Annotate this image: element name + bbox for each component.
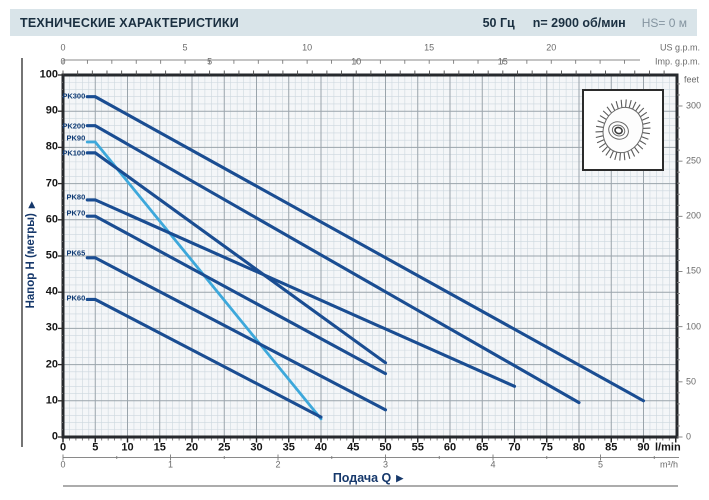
y-axis-arrow-icon: ▶ (25, 201, 36, 209)
y-axis-tick-label: 0 (51, 430, 58, 443)
m3h-tick-label: 5 (597, 459, 604, 469)
x-axis-tick-label: 45 (347, 441, 360, 454)
m3h-tick-label: 3 (382, 459, 389, 469)
frequency-value: 50 Гц (482, 15, 515, 30)
x-axis-tick-label: 85 (605, 441, 618, 454)
impeller-icon (582, 89, 664, 171)
x-axis-tick-label: 30 (250, 441, 263, 454)
x-axis-tick-label: 55 (411, 441, 424, 454)
x-axis-tick-label: 20 (185, 441, 199, 454)
feet-tick-label: 250 (686, 155, 702, 166)
us-gpm-tick-label: 20 (546, 42, 557, 53)
m3h-unit-label: m³/h (660, 459, 678, 469)
imp-gpm-unit-label: Imp. g.p.m. (654, 56, 700, 67)
y-axis-tick-label: 50 (45, 249, 58, 262)
imp-gpm-tick-label: 15 (497, 56, 508, 67)
m3h-tick-label: 4 (490, 459, 496, 469)
x-axis-title-text: Подача Q (332, 471, 392, 485)
speed-value: n= 2900 об/мин (532, 15, 626, 30)
m3h-tick-label: 0 (60, 459, 66, 469)
x-axis-tick-label: 0 (59, 441, 67, 454)
x-axis-tick-label: 90 (637, 441, 650, 454)
x-axis-unit-label: l/min (655, 441, 681, 454)
feet-tick-label: 300 (686, 100, 702, 111)
x-axis-tick-label: 50 (379, 441, 392, 454)
x-axis-tick-label: 15 (153, 441, 166, 454)
m3h-tick-label: 2 (275, 459, 281, 469)
imp-gpm-tick-label: 5 (207, 56, 213, 67)
imp-gpm-tick-label: 0 (60, 56, 66, 67)
y-axis-tick-label: 90 (45, 104, 58, 117)
y-axis-tick-label: 80 (45, 140, 58, 153)
series-label: PK100 (62, 148, 86, 158)
y-axis-tick-label: 30 (45, 321, 58, 334)
suction-head-value: HS= 0 м (641, 15, 687, 30)
y-axis-tick-label: 70 (45, 177, 58, 190)
x-axis-tick-label: 70 (508, 441, 521, 454)
x-axis-tick-label: 5 (92, 441, 99, 454)
feet-tick-label: 0 (686, 431, 692, 442)
x-axis-tick-label: 65 (476, 441, 489, 454)
x-axis-title: Подача Q ▶ (333, 471, 403, 485)
x-axis-tick-label: 10 (121, 441, 134, 454)
series-label: PK65 (66, 248, 86, 258)
us-gpm-tick-label: 15 (424, 42, 435, 53)
us-gpm-tick-label: 10 (302, 42, 313, 53)
us-gpm-tick-label: 0 (60, 42, 66, 53)
series-label: PK200 (62, 120, 86, 130)
y-axis-title: Напор H (метры) ▶ (25, 202, 37, 309)
x-axis-tick-label: 35 (282, 441, 295, 454)
series-label: PK80 (66, 192, 86, 202)
m3h-tick-label: 1 (167, 459, 174, 469)
feet-tick-label: 150 (686, 265, 702, 276)
feet-tick-label: 100 (686, 321, 702, 332)
y-axis-tick-label: 20 (45, 358, 58, 371)
feet-tick-label: 50 (686, 376, 697, 387)
x-axis-tick-label: 60 (443, 441, 457, 454)
x-axis-tick-label: 75 (540, 441, 553, 454)
x-axis-tick-label: 25 (218, 441, 231, 454)
y-axis-tick-label: 60 (45, 213, 58, 226)
series-label: PK90 (66, 133, 86, 143)
y-axis-tick-label: 10 (45, 394, 58, 407)
feet-tick-label: 200 (686, 210, 702, 221)
us-gpm-tick-label: 5 (182, 42, 188, 53)
y-axis-tick-label: 40 (45, 285, 58, 298)
feet-unit-label: feet (684, 74, 700, 85)
page-title: ТЕХНИЧЕСКИЕ ХАРАКТЕРИСТИКИ (20, 15, 239, 30)
x-axis-tick-label: 80 (572, 441, 586, 454)
x-axis-tick-label: 40 (314, 441, 328, 454)
us-gpm-unit-label: US g.p.m. (659, 42, 700, 53)
series-label: PK300 (62, 91, 86, 101)
y-axis-title-text: Напор H (метры) (25, 213, 37, 309)
y-axis-tick-label: 100 (39, 68, 58, 81)
imp-gpm-tick-label: 10 (351, 56, 362, 67)
series-label: PK70 (66, 208, 86, 218)
x-axis-arrow-icon: ▶ (396, 472, 404, 483)
header-bar: ТЕХНИЧЕСКИЕ ХАРАКТЕРИСТИКИ 50 Гц n= 2900… (10, 9, 697, 36)
series-label: PK60 (66, 293, 86, 303)
